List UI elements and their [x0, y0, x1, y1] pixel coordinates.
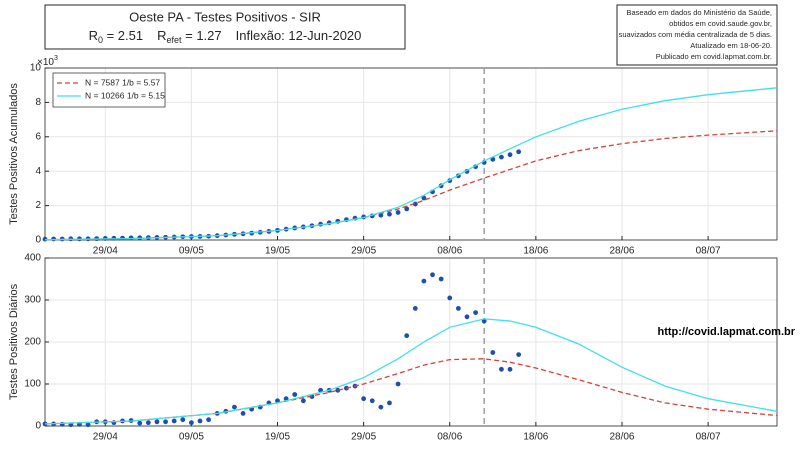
note-line: Atualizado em 18-06-20. [690, 41, 772, 50]
data-point [430, 272, 435, 278]
subtitle-subscript: efet [167, 35, 183, 45]
data-point [412, 306, 418, 311]
data-point [145, 420, 151, 426]
data-point [300, 398, 306, 404]
y-tick-label: 300 [24, 295, 41, 306]
data-point [438, 276, 444, 282]
x-tick-label: 29/05 [351, 246, 376, 257]
title-box [44, 4, 406, 50]
x-tick-label: 09/05 [179, 432, 204, 443]
curve [44, 358, 778, 425]
data-point [197, 418, 203, 424]
data-point [395, 210, 401, 215]
note-line: Baseado em dados do Ministério da Saúde, [626, 8, 772, 17]
x-tick-label: 19/05 [265, 246, 290, 257]
y-tick-label: 0 [35, 421, 41, 432]
data-point [378, 404, 384, 410]
data-point [455, 306, 461, 311]
note-line: obtidos em covid.saude.gov.br, [669, 19, 772, 28]
plot-area [45, 68, 777, 240]
x-tick-label: 19/05 [265, 432, 290, 443]
y-tick-label: 4 [35, 166, 41, 177]
data-point [387, 211, 392, 217]
subtitle-value: = 2.51 [103, 28, 143, 43]
data-point [516, 352, 522, 357]
y-tick-label: 200 [24, 337, 41, 348]
x-tick-label: 18/06 [523, 246, 548, 257]
data-point [292, 392, 298, 397]
legend-label: N = 7587 1/b = 5.57 [85, 77, 160, 87]
x-tick-label: 28/06 [609, 432, 634, 443]
x-tick-label: 29/05 [351, 432, 376, 443]
data-point [412, 201, 418, 207]
data-point [404, 206, 410, 212]
note-line: Publicado em covid.lapmat.com.br. [656, 52, 772, 61]
subtitle-symbol: R [157, 28, 166, 43]
x-tick-label: 08/07 [696, 432, 721, 443]
legend-box [52, 72, 166, 108]
data-point [85, 422, 91, 428]
title: Oeste PA - Testes Positivos - SIR [129, 9, 321, 24]
subtitle-symbol: R [89, 28, 98, 43]
data-point [163, 419, 168, 425]
watermark: http://covid.lapmat.com.br [657, 326, 795, 338]
data-point [421, 278, 427, 284]
subtitle-subscript: 0 [98, 35, 103, 45]
data-point [499, 154, 504, 160]
data-point [206, 417, 212, 423]
legend-label: N = 10266 1/b = 5.15 [85, 90, 165, 100]
data-point [171, 418, 177, 424]
y-axis-label: Testes Positivos Diários [8, 283, 20, 400]
data-point [369, 398, 375, 404]
y-exponent-power: 3 [54, 55, 58, 62]
x-tick-label: 28/06 [609, 246, 634, 257]
axes-frame [44, 257, 778, 427]
data-point [404, 333, 410, 339]
data-point [490, 350, 496, 355]
data-point [189, 420, 194, 426]
note-box [616, 4, 778, 66]
curve [44, 87, 778, 241]
subtitle-value: = 1.27 [182, 28, 222, 43]
subtitle: R0 = 2.51 Refet = 1.27 Inflexão: 12-Jun-20… [89, 28, 362, 45]
y-tick-label: 100 [24, 379, 41, 390]
data-point [499, 366, 504, 372]
subtitle-inflection: Inflexão: 12-Jun-2020 [236, 28, 362, 43]
y-tick-label: 400 [24, 253, 41, 264]
data-point [361, 396, 367, 402]
y-exponent-base: ×10 [37, 57, 54, 68]
x-tick-label: 09/05 [179, 246, 204, 257]
data-point [137, 420, 143, 426]
x-tick-label: 08/07 [696, 246, 721, 257]
data-point [395, 381, 401, 387]
y-tick-label: 8 [35, 97, 41, 108]
data-point [507, 366, 513, 372]
y-exponent: ×103 [37, 55, 58, 68]
data-point [507, 152, 513, 158]
x-tick-label: 08/06 [437, 246, 462, 257]
x-tick-label: 29/04 [93, 432, 118, 443]
data-point [387, 400, 392, 406]
data-point [447, 295, 453, 301]
note-line: suavizados com média centralizada de 5 d… [619, 30, 772, 39]
x-tick-label: 18/06 [523, 432, 548, 443]
data-point [335, 387, 341, 393]
data-point [240, 411, 246, 416]
data-point [464, 314, 470, 320]
y-axis-label: Testes Positivos Acumulados [8, 83, 20, 225]
axes-frame [44, 67, 778, 241]
data-point [473, 310, 478, 315]
data-point [154, 419, 160, 425]
y-tick-label: 0 [35, 235, 41, 246]
x-tick-label: 29/04 [93, 246, 118, 257]
data-point [516, 149, 522, 155]
curve [44, 318, 778, 425]
data-point [232, 404, 237, 410]
y-tick-label: 2 [35, 200, 41, 211]
data-point [180, 417, 186, 423]
x-tick-label: 08/06 [437, 432, 462, 443]
y-tick-label: 10 [30, 63, 42, 74]
y-tick-label: 6 [35, 131, 41, 142]
